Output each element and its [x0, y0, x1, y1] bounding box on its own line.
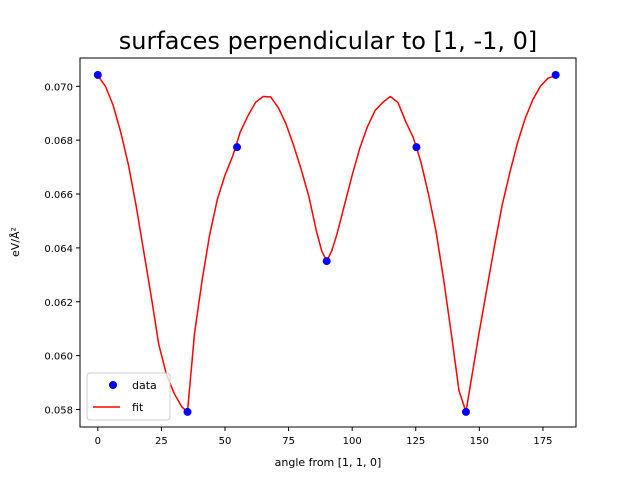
data-point — [322, 257, 331, 266]
y-axis-ticks: 0.058 0.060 0.062 0.064 0.066 0.068 0.070 — [44, 82, 80, 416]
y-axis-label: eV/Å² — [9, 227, 22, 257]
y-tick-label: 0.064 — [44, 244, 73, 255]
x-axis-ticks: 0 25 50 75 100 125 150 175 — [95, 427, 552, 447]
x-tick-label: 0 — [95, 436, 101, 447]
data-point — [233, 143, 242, 152]
x-tick-label: 25 — [155, 436, 168, 447]
data-point — [551, 70, 560, 79]
x-tick-label: 75 — [282, 436, 295, 447]
x-tick-label: 100 — [343, 436, 362, 447]
x-tick-label: 150 — [470, 436, 489, 447]
data-point — [412, 143, 421, 152]
legend-box — [86, 372, 171, 421]
x-tick-label: 175 — [533, 436, 552, 447]
legend: data fit — [86, 372, 171, 421]
legend-fit-label: fit — [132, 401, 144, 414]
legend-data-marker — [109, 381, 117, 389]
y-tick-label: 0.062 — [44, 298, 73, 309]
data-point — [93, 70, 102, 79]
data-point — [461, 407, 470, 416]
chart-title: surfaces perpendicular to [1, -1, 0] — [119, 27, 538, 55]
x-tick-label: 50 — [219, 436, 232, 447]
y-tick-label: 0.070 — [44, 82, 73, 93]
plot-area — [80, 58, 576, 427]
y-tick-label: 0.066 — [44, 190, 73, 201]
plot-content — [93, 70, 560, 416]
y-tick-label: 0.058 — [44, 405, 73, 416]
x-axis-label: angle from [1, 1, 0] — [275, 456, 382, 469]
plot-frame — [79, 57, 577, 428]
data-point — [183, 407, 192, 416]
x-tick-label: 125 — [406, 436, 425, 447]
y-tick-label: 0.060 — [44, 352, 73, 363]
legend-data-label: data — [132, 379, 157, 392]
y-tick-label: 0.068 — [44, 136, 73, 147]
